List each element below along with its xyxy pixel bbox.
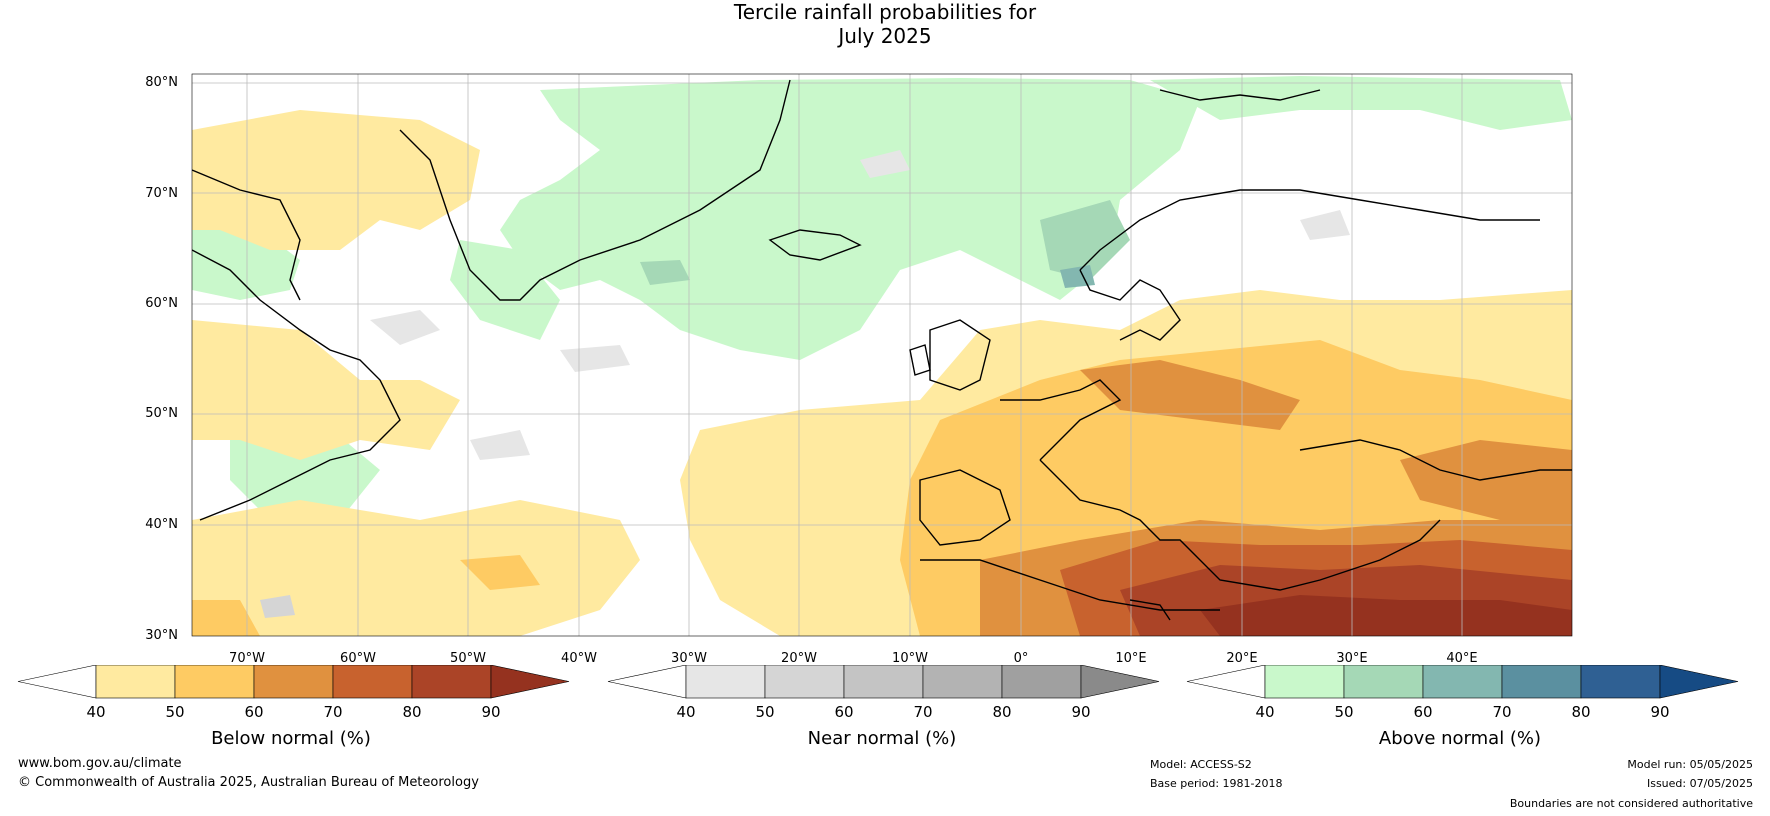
title-line-1: Tercile rainfall probabilities for bbox=[733, 0, 1037, 24]
rainfall-probability-map bbox=[191, 73, 1573, 637]
below-legend-over-triangle bbox=[490, 665, 570, 699]
above-legend-tick-label: 80 bbox=[1571, 703, 1591, 721]
above-legend-under-triangle bbox=[1186, 665, 1266, 699]
lon-label-50w: 50°W bbox=[450, 651, 486, 666]
above-legend-swatch bbox=[1580, 665, 1661, 699]
lat-label-30n: 30°N bbox=[145, 628, 178, 643]
below-legend-tick-label: 50 bbox=[165, 703, 185, 721]
issued-date: Issued: 07/05/2025 bbox=[1646, 777, 1753, 790]
above-legend-swatch bbox=[1501, 665, 1582, 699]
copyright: © Commonwealth of Australia 2025, Austra… bbox=[18, 775, 479, 790]
lon-label-20w: 20°W bbox=[781, 651, 817, 666]
below-legend-swatch bbox=[95, 665, 176, 699]
above-legend-swatch bbox=[1422, 665, 1503, 699]
lat-label-60n: 60°N bbox=[145, 296, 178, 311]
model-run: Model run: 05/05/2025 bbox=[1627, 758, 1753, 771]
lon-label-30w: 30°W bbox=[671, 651, 707, 666]
below-legend-swatch bbox=[253, 665, 334, 699]
lon-label-10w: 10°W bbox=[892, 651, 928, 666]
near-normal-legend-title: Near normal (%) bbox=[807, 728, 957, 749]
above-legend-tick-label: 40 bbox=[1255, 703, 1275, 721]
above-normal-legend-title: Above normal (%) bbox=[1378, 728, 1542, 749]
below-legend-tick-label: 70 bbox=[323, 703, 343, 721]
near-legend-tick-label: 70 bbox=[913, 703, 933, 721]
lat-label-70n: 70°N bbox=[145, 186, 178, 201]
coastlines bbox=[192, 79, 1572, 621]
lat-label-50n: 50°N bbox=[145, 406, 178, 421]
lon-label-40w: 40°W bbox=[561, 651, 597, 666]
below-legend-tick-label: 90 bbox=[481, 703, 501, 721]
colorbars bbox=[17, 665, 1739, 699]
near-legend-swatch bbox=[1001, 665, 1082, 699]
near-legend-swatch bbox=[764, 665, 845, 699]
below-legend-under-triangle bbox=[17, 665, 97, 699]
website-link[interactable]: www.bom.gov.au/climate bbox=[18, 756, 182, 771]
below-normal-legend-title: Below normal (%) bbox=[211, 728, 371, 749]
near-legend-tick-label: 50 bbox=[755, 703, 775, 721]
above-legend-over-triangle bbox=[1659, 665, 1739, 699]
near-legend-over-triangle bbox=[1080, 665, 1160, 699]
near-legend-swatch bbox=[922, 665, 1003, 699]
above-legend-tick-label: 60 bbox=[1413, 703, 1433, 721]
below-legend-tick-label: 60 bbox=[244, 703, 264, 721]
lon-label-60w: 60°W bbox=[340, 651, 376, 666]
lon-label-40e: 40°E bbox=[1446, 651, 1478, 666]
title-line-2: July 2025 bbox=[838, 24, 932, 48]
above-legend-swatch bbox=[1343, 665, 1424, 699]
lon-label-20e: 20°E bbox=[1226, 651, 1258, 666]
below-legend-swatch bbox=[174, 665, 255, 699]
lat-label-80n: 80°N bbox=[145, 75, 178, 90]
boundary-disclaimer: Boundaries are not considered authoritat… bbox=[1509, 797, 1753, 810]
lon-label-30e: 30°E bbox=[1336, 651, 1368, 666]
model-name: Model: ACCESS-S2 bbox=[1150, 758, 1252, 771]
below-legend-swatch bbox=[332, 665, 413, 699]
below-legend-swatch bbox=[411, 665, 492, 699]
graticule bbox=[192, 74, 1572, 636]
map-frame bbox=[191, 73, 1573, 637]
near-legend-tick-label: 80 bbox=[992, 703, 1012, 721]
above-legend-tick-label: 90 bbox=[1650, 703, 1670, 721]
above-legend-tick-label: 50 bbox=[1334, 703, 1354, 721]
below-legend-tick-label: 40 bbox=[86, 703, 106, 721]
base-period: Base period: 1981-2018 bbox=[1150, 777, 1283, 790]
near-legend-under-triangle bbox=[607, 665, 687, 699]
lon-label-0: 0° bbox=[1013, 651, 1029, 666]
near-legend-swatch bbox=[685, 665, 766, 699]
near-legend-tick-label: 40 bbox=[676, 703, 696, 721]
lat-label-40n: 40°N bbox=[145, 517, 178, 532]
near-legend-swatch bbox=[843, 665, 924, 699]
near-legend-tick-label: 60 bbox=[834, 703, 854, 721]
below-legend-tick-label: 80 bbox=[402, 703, 422, 721]
lon-label-70w: 70°W bbox=[229, 651, 265, 666]
chart-title: Tercile rainfall probabilities for July … bbox=[0, 0, 1770, 48]
above-legend-swatch bbox=[1264, 665, 1345, 699]
lon-label-10e: 10°E bbox=[1115, 651, 1147, 666]
near-legend-tick-label: 90 bbox=[1071, 703, 1091, 721]
above-legend-tick-label: 70 bbox=[1492, 703, 1512, 721]
probability-shading bbox=[192, 74, 1572, 636]
